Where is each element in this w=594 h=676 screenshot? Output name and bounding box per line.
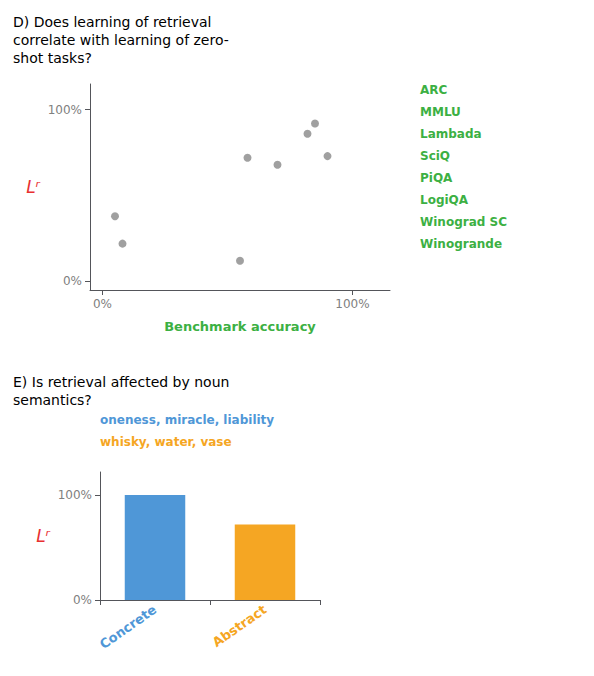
svg-text:Abstract: Abstract xyxy=(210,602,270,650)
svg-text:LogiQA: LogiQA xyxy=(420,193,469,207)
svg-text:PiQA: PiQA xyxy=(420,171,453,185)
svg-text:SciQ: SciQ xyxy=(420,149,450,163)
svg-text:correlate with learning of zer: correlate with learning of zero- xyxy=(13,32,229,48)
svg-text:Lʳ: Lʳ xyxy=(26,177,40,197)
svg-text:Winogrande: Winogrande xyxy=(420,237,502,251)
svg-text:Benchmark accuracy: Benchmark accuracy xyxy=(164,319,316,334)
svg-text:0%: 0% xyxy=(93,297,112,311)
svg-text:100%: 100% xyxy=(48,103,82,117)
svg-text:MMLU: MMLU xyxy=(420,105,461,119)
svg-text:ARC: ARC xyxy=(420,83,448,97)
svg-text:Concrete: Concrete xyxy=(97,602,160,652)
svg-text:E) Is retrieval affected by no: E) Is retrieval affected by noun xyxy=(13,374,229,390)
svg-text:oneness, miracle, liability: oneness, miracle, liability xyxy=(100,413,274,427)
svg-text:100%: 100% xyxy=(335,297,369,311)
svg-text:shot tasks?: shot tasks? xyxy=(13,50,92,66)
svg-text:D) Does learning of retrieval: D) Does learning of retrieval xyxy=(13,14,211,30)
svg-text:0%: 0% xyxy=(73,593,92,607)
svg-text:semantics?: semantics? xyxy=(13,392,92,408)
svg-text:Winograd SC: Winograd SC xyxy=(420,215,507,229)
svg-text:whisky, water, vase: whisky, water, vase xyxy=(100,435,232,449)
svg-text:Lambada: Lambada xyxy=(420,127,482,141)
svg-text:Lʳ: Lʳ xyxy=(36,526,50,546)
svg-text:0%: 0% xyxy=(63,274,82,288)
svg-text:100%: 100% xyxy=(58,488,92,502)
